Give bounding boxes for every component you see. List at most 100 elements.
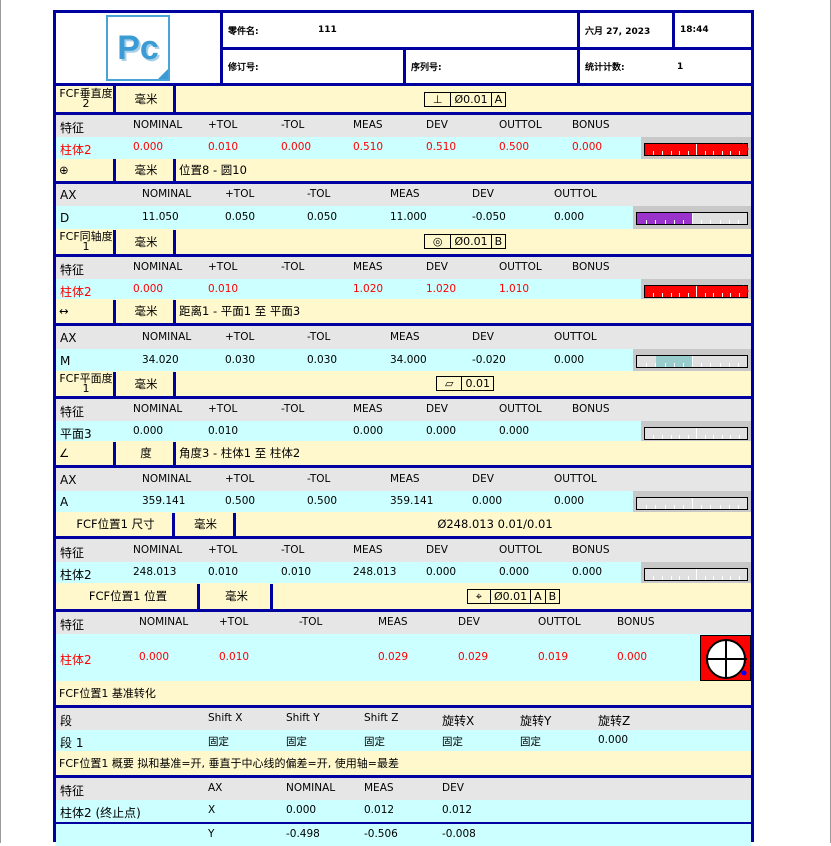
gauge-tick [730, 576, 731, 580]
gauge-tick [692, 356, 693, 367]
header-detail: ⊥ Ø0.01 A [176, 86, 751, 112]
data-cell: 0.029 [458, 651, 489, 663]
data-cell: 0.500 [499, 141, 530, 153]
data-cell: 固定 [286, 736, 307, 748]
feature-control-frame: ▱ 0.01 [436, 376, 494, 391]
deviation-gauge [641, 279, 751, 300]
gauge-tick [704, 576, 706, 580]
column-header: +TOL [208, 261, 238, 273]
column-header: MEAS [353, 119, 383, 131]
gauge-tick [721, 151, 723, 155]
column-header-row: AX NOMINAL +TOL -TOL MEAS DEV OUTTOL [56, 468, 751, 491]
gauge-tick [664, 220, 666, 224]
column-header: DEV [472, 188, 494, 200]
header-cell: FCF垂直度2 [56, 86, 113, 112]
deviation-gauge [641, 562, 751, 584]
count-cell: 统计计数: 1 [580, 50, 751, 83]
data-cell: 固定 [520, 736, 541, 748]
data-cell: 11.000 [390, 211, 427, 223]
header-cell: FCF同轴度1 [56, 229, 113, 254]
gauge-tick [653, 151, 655, 155]
position-target-plot [700, 635, 751, 681]
gdt-symbol-icon: ⌖ [468, 589, 491, 603]
tolerance-value: Ø0.01 [451, 92, 492, 106]
column-header: +TOL [208, 543, 238, 556]
column-header: Shift Y [286, 712, 320, 724]
logo-text: Pc [117, 28, 159, 67]
gauge-tick [728, 220, 730, 224]
column-header: 特征 [60, 121, 85, 135]
column-header: OUTTOL [554, 472, 597, 485]
serial-label: 序列号: [411, 63, 442, 73]
data-cell: 0.000 [554, 353, 585, 366]
data-row: 柱体2 0.000 0.010 0.029 0.029 0.019 0.000 [56, 634, 751, 682]
data-cell: 0.010 [219, 651, 250, 663]
data-cell: 0.000 [572, 141, 603, 153]
deviation-gauge [641, 137, 751, 159]
column-header: DEV [458, 616, 480, 628]
header-detail: ▱ 0.01 [176, 371, 751, 396]
header-detail: FCF位置1 概要 拟和基准=开, 垂直于中心线的偏差=开, 使用轴=最差 [56, 751, 751, 775]
count-label: 统计计数: [585, 63, 625, 73]
revision-cell: 修订号: [223, 50, 403, 83]
data-cell: 0.000 [133, 424, 164, 437]
feature-name: FCF位置1 尺寸 [76, 517, 155, 531]
report-time: 18:44 [680, 25, 709, 35]
column-header: 特征 [60, 618, 85, 632]
column-header: NOMINAL [142, 188, 192, 200]
gauge-tick [712, 576, 714, 580]
data-cell: 固定 [442, 736, 463, 748]
column-header: -TOL [281, 119, 305, 131]
header-cell: FCF位置1 尺寸 [56, 512, 172, 536]
gauge-tick [710, 220, 712, 224]
gauge-tick [701, 220, 703, 224]
column-header: -TOL [281, 543, 305, 556]
date-cell: 六月 27, 2023 [580, 13, 672, 47]
datum-ref: B [548, 589, 557, 603]
column-header: AX [60, 330, 77, 345]
column-header: Shift X [208, 712, 243, 724]
gauge-tick [670, 435, 672, 439]
out-of-range-arrow-icon [743, 143, 749, 155]
gauge-tick [721, 293, 723, 297]
column-header: AX [208, 782, 223, 794]
header-cell: 毫米 [116, 299, 173, 323]
column-header: +TOL [225, 188, 255, 200]
column-header: MEAS [353, 543, 383, 556]
gauge-tick [687, 293, 689, 297]
gauge-tick [661, 151, 663, 155]
gauge-bar [644, 285, 748, 298]
data-cell: -0.506 [364, 828, 398, 840]
header-cell: ⊕ [56, 159, 113, 181]
data-cell: 0.000 [426, 424, 457, 437]
column-header: OUTTOL [499, 403, 542, 415]
data-cell: X [208, 804, 216, 816]
unit-label: 毫米 [134, 234, 158, 249]
gauge-tick [728, 363, 730, 367]
dimension-type-icon: ∠ [59, 446, 70, 460]
feature-name: FCF垂直度2 [59, 87, 113, 110]
gauge-tick [687, 576, 689, 580]
column-header: MEAS [353, 403, 383, 415]
column-header: DEV [426, 403, 448, 415]
column-header: -TOL [307, 472, 331, 485]
data-cell: 0.000 [499, 566, 530, 578]
gauge-tick [738, 151, 740, 155]
feature-control-frame: ◎ Ø0.01 B [423, 234, 507, 249]
gauge-tick [730, 151, 731, 155]
data-cell: 0.000 [499, 424, 530, 437]
data-cell: 0.510 [353, 141, 384, 153]
feature-name: FCF位置1 位置 [88, 589, 168, 603]
gauge-bar [636, 497, 748, 510]
gauge-tick [673, 363, 675, 367]
gauge-tick [738, 293, 740, 297]
gauge-fill [655, 356, 692, 367]
header-cell: ∠ [56, 441, 113, 465]
column-header: 段 [60, 714, 73, 728]
unit-label: 度 [140, 446, 152, 460]
gauge-tick [687, 435, 689, 439]
column-header: DEV [472, 472, 494, 485]
column-header: NOMINAL [133, 403, 183, 415]
column-header: 特征 [60, 545, 85, 560]
deviation-gauge [641, 421, 751, 442]
